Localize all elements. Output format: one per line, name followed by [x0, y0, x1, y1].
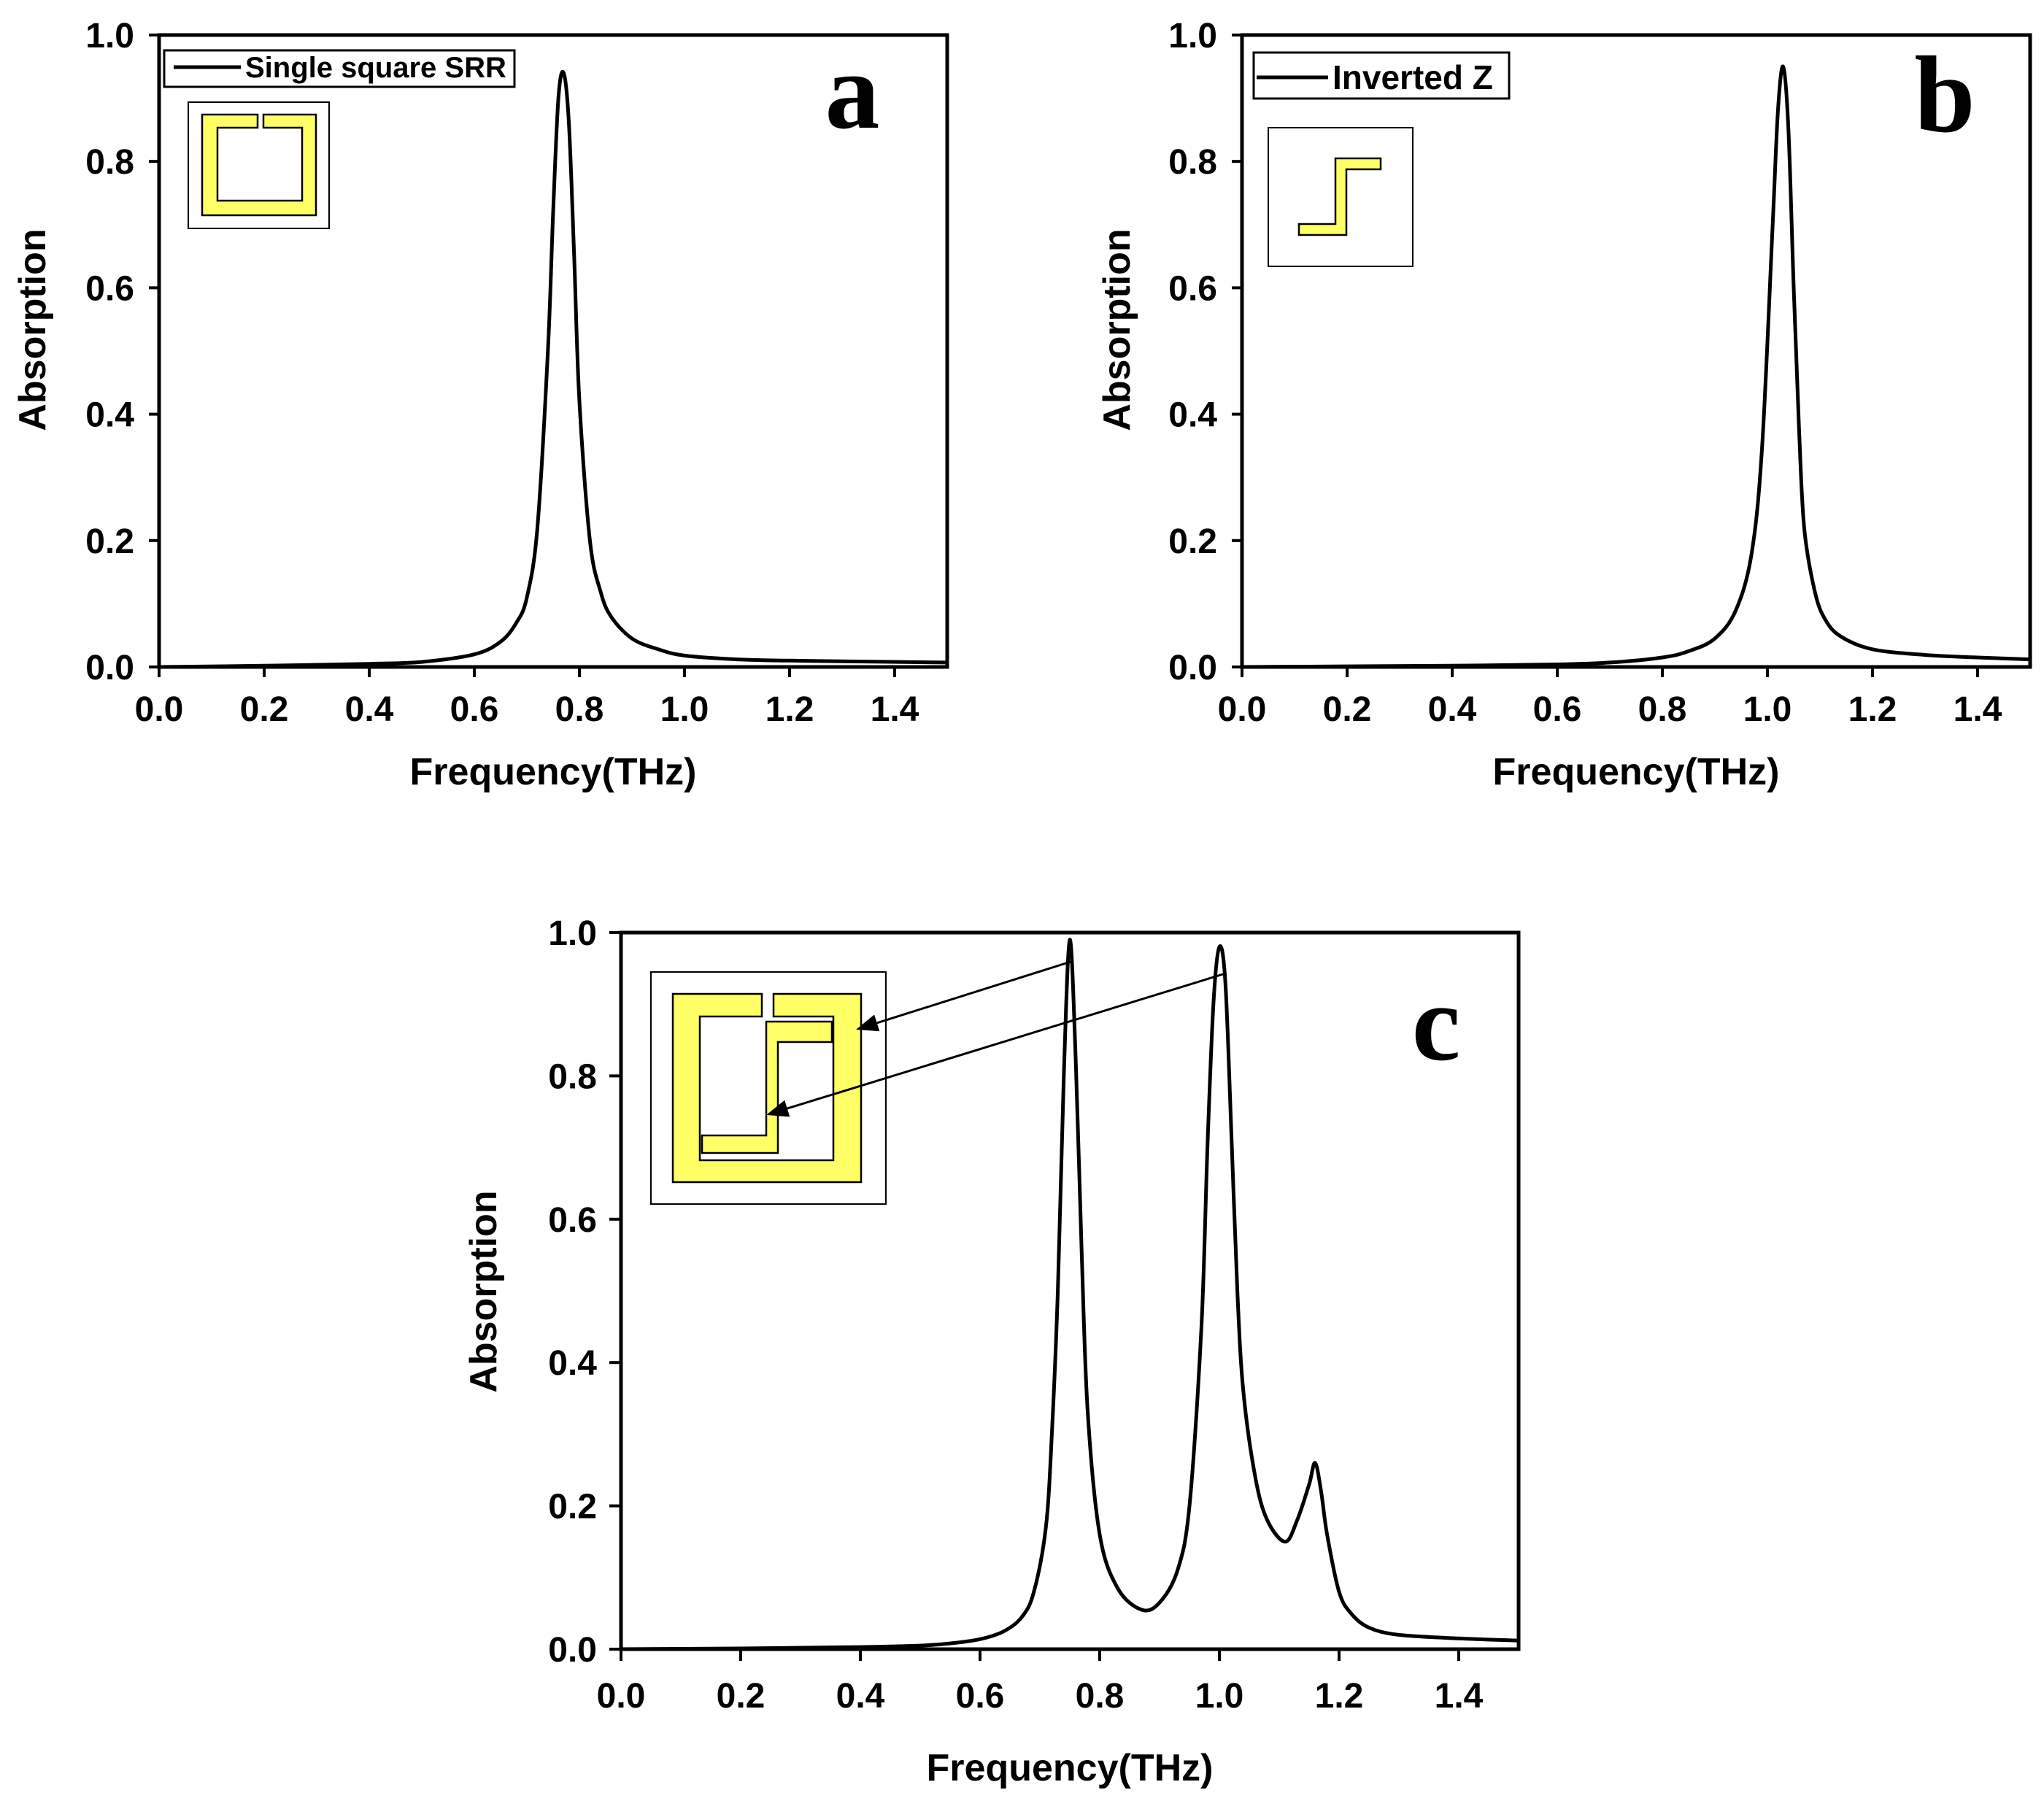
y-axis-label-a: Absorption	[12, 228, 54, 431]
y-tick-label: 0.8	[85, 143, 134, 182]
x-tick-label: 0.2	[1323, 690, 1372, 729]
x-tick-label: 0.0	[597, 1677, 646, 1716]
plot-frame-a	[157, 33, 949, 669]
x-tick-label: 1.0	[660, 690, 709, 729]
x-tick-label: 0.6	[1533, 690, 1582, 729]
panel-a: 0.0 0.2 0.4 0.6 0.8 1.0 1.2 1.4 0.0 0.2 0.4 0.6 0.8 1…	[12, 17, 949, 793]
arrow-peak2-to-z	[766, 973, 1224, 1117]
x-tick-label: 0.0	[135, 690, 184, 729]
y-tick-label: 1.0	[85, 17, 134, 55]
plot-frame-c	[619, 930, 1521, 1651]
srr-ring-icon	[201, 113, 317, 217]
x-tick-label: 0.6	[956, 1677, 1005, 1716]
absorption-curve-b	[1241, 64, 2031, 669]
legend-a: Single square SRR	[163, 49, 516, 88]
legend-b: Inverted Z	[1252, 51, 1511, 100]
inverted-z-icon	[1297, 157, 1382, 236]
inverted-z-icon-c	[701, 1020, 833, 1154]
y-tick-label: 0.8	[548, 1057, 597, 1096]
single-square-srr-inset	[188, 101, 330, 229]
y-tick-label: 0.8	[1168, 143, 1217, 182]
x-tick-label: 1.2	[765, 690, 814, 729]
y-tick-label: 0.6	[548, 1201, 597, 1240]
x-tick-label: 0.4	[836, 1677, 885, 1716]
absorption-curve-a	[158, 69, 948, 669]
y-tick-label: 1.0	[1168, 17, 1217, 55]
y-tick-label: 0.6	[85, 269, 134, 308]
absorption-curve-c	[620, 938, 1519, 1651]
x-tick-label: 0.8	[1638, 690, 1687, 729]
combined-inset	[650, 971, 887, 1205]
panel-letter-b: b	[1914, 34, 1975, 155]
x-tick-label: 1.4	[871, 690, 919, 729]
x-tick-label: 1.0	[1195, 1677, 1244, 1716]
y-tick-label: 1.0	[548, 914, 597, 953]
y-tick-label: 0.2	[1168, 522, 1217, 561]
panel-letter-c: c	[1412, 962, 1461, 1084]
inverted-z-inset	[1268, 127, 1414, 267]
x-tick-label: 0.0	[1218, 690, 1267, 729]
plot-frame-b	[1240, 33, 2032, 669]
y-tick-label: 0.2	[85, 522, 134, 561]
arrow-peak1-to-srr	[856, 960, 1071, 1032]
x-tick-label: 0.8	[1076, 1677, 1125, 1716]
y-tick-label: 0.4	[548, 1344, 597, 1383]
y-tick-label: 0.0	[1168, 649, 1217, 687]
x-tick-label: 0.8	[555, 690, 604, 729]
x-tick-label: 0.4	[345, 690, 394, 729]
srr-ring-icon-c	[671, 992, 863, 1184]
ticks-b: 0.0 0.2 0.4 0.6 0.8 1.0 1.2 1.4 0.0 0.2 0.4 0.6 0.8 1…	[1168, 17, 2002, 729]
ticks-a: 0.0 0.2 0.4 0.6 0.8 1.0 1.2 1.4 0.0 0.2 0.4 0.6 0.8 1…	[85, 17, 919, 729]
x-tick-label: 0.4	[1428, 690, 1477, 729]
x-tick-label: 1.2	[1848, 690, 1897, 729]
x-axis-label-b: Frequency(THz)	[1493, 751, 1780, 793]
y-axis-label-c: Absorption	[463, 1190, 505, 1392]
legend-label-b: Inverted Z	[1333, 58, 1493, 96]
y-axis-label-b: Absorption	[1096, 228, 1138, 431]
x-tick-label: 1.4	[1954, 690, 2002, 729]
panel-b: 0.0 0.2 0.4 0.6 0.8 1.0 1.2 1.4 0.0 0.2 0.4 0.6 0.8 1…	[1096, 17, 2032, 793]
x-axis-label-a: Frequency(THz)	[410, 751, 697, 793]
x-tick-label: 1.4	[1435, 1677, 1484, 1716]
x-tick-label: 0.2	[240, 690, 289, 729]
x-axis-label-c: Frequency(THz)	[927, 1747, 1214, 1789]
y-tick-label: 0.6	[1168, 269, 1217, 308]
x-tick-label: 1.0	[1743, 690, 1792, 729]
y-tick-label: 0.0	[85, 649, 134, 687]
x-tick-label: 1.2	[1315, 1677, 1364, 1716]
y-tick-label: 0.0	[548, 1631, 597, 1670]
x-tick-label: 0.6	[450, 690, 499, 729]
y-tick-label: 0.4	[1168, 396, 1217, 435]
panel-letter-a: a	[825, 31, 880, 152]
ticks-c: 0.0 0.2 0.4 0.6 0.8 1.0 1.2 1.4 0.0 0.2 0.4 0.6 0.8 1…	[548, 914, 1483, 1716]
y-tick-label: 0.2	[548, 1488, 597, 1527]
legend-label-a: Single square SRR	[245, 52, 506, 84]
y-tick-label: 0.4	[85, 396, 134, 435]
x-tick-label: 0.2	[717, 1677, 765, 1716]
panel-c: 0.0 0.2 0.4 0.6 0.8 1.0 1.2 1.4 0.0 0.2 0.4 0.6 0.8 1…	[463, 914, 1521, 1789]
